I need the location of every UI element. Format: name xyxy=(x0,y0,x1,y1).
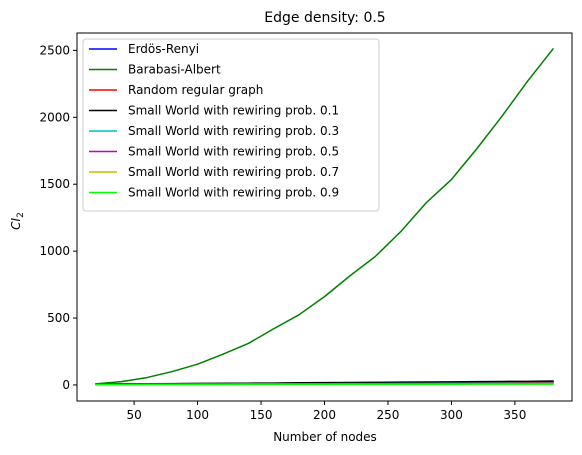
x-tick-label: 350 xyxy=(503,408,526,422)
x-axis: 50 100 150 200 250 300 350 xyxy=(126,401,526,422)
legend-label: Barabasi-Albert xyxy=(128,63,221,77)
x-tick-label: 250 xyxy=(377,408,400,422)
y-tick-label: 2000 xyxy=(39,110,70,124)
x-axis-title: Number of nodes xyxy=(273,430,377,444)
series-line-8 xyxy=(96,384,553,385)
y-tick-label: 500 xyxy=(47,311,70,325)
y-axis: 0 500 1000 1500 2000 2500 xyxy=(39,43,77,392)
legend-label: Small World with rewiring prob. 0.7 xyxy=(128,165,339,179)
y-tick-label: 1000 xyxy=(39,244,70,258)
legend-label: Erdös-Renyi xyxy=(128,42,199,56)
x-tick-label: 300 xyxy=(440,408,463,422)
legend-label: Random regular graph xyxy=(128,83,263,97)
x-tick-label: 150 xyxy=(250,408,273,422)
legend: Erdös-Renyi Barabasi-Albert Random regular… xyxy=(83,39,379,211)
x-tick-label: 200 xyxy=(313,408,336,422)
legend-label: Small World with rewiring prob. 0.5 xyxy=(128,145,339,159)
y-tick-label: 0 xyxy=(62,378,70,392)
legend-label: Small World with rewiring prob. 0.1 xyxy=(128,104,339,118)
y-axis-title-main: CI xyxy=(9,217,23,229)
y-axis-title: CI2 xyxy=(9,212,26,230)
x-tick-label: 50 xyxy=(126,408,141,422)
x-tick-label: 100 xyxy=(186,408,209,422)
legend-label: Small World with rewiring prob. 0.9 xyxy=(128,186,339,200)
legend-label: Small World with rewiring prob. 0.3 xyxy=(128,124,339,138)
y-tick-label: 2500 xyxy=(39,43,70,57)
chart-title: Edge density: 0.5 xyxy=(264,10,385,26)
y-tick-label: 1500 xyxy=(39,177,70,191)
y-axis-title-subscript: 2 xyxy=(16,212,26,218)
